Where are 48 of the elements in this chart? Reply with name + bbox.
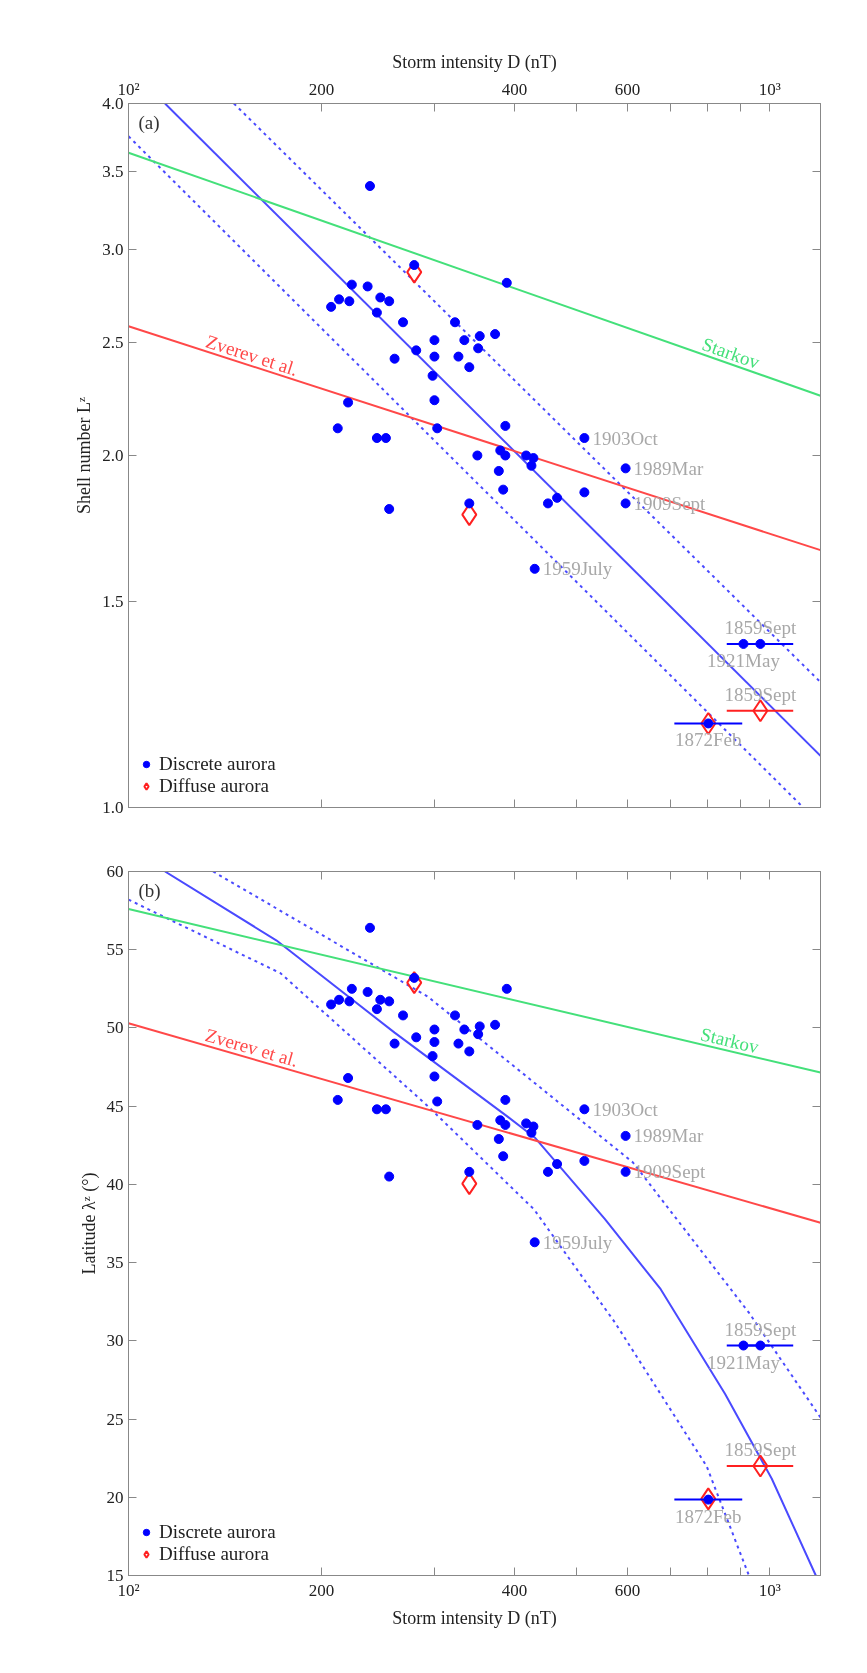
chart-title: (b) [138,879,161,902]
y-tick-label: 30 [106,1331,124,1351]
x-tick-label: 400 [501,1580,528,1600]
annotation: 1859Sept [724,1318,797,1340]
annotation: Zverev et al. [202,1024,301,1071]
x-tick-label: 200 [308,1580,335,1600]
annotation: 1859Sept [724,616,797,638]
legend-label: Diffuse aurora [159,775,269,797]
x-tick-label: 600 [614,1580,641,1600]
y-tick-label: 35 [106,1253,124,1273]
annotation: 1921May [707,1351,781,1373]
x-tick-label: 10³ [758,1580,781,1600]
annotation: Zverev et al. [203,330,301,380]
y-tick-label: 45 [106,1096,124,1116]
y-axis-title: Shell number Lᶻ [74,396,95,514]
y-tick-label: 2.0 [102,446,124,465]
y-tick-label: 3.5 [102,161,124,181]
x-axis-title: Storm intensity D (nT) [392,1607,557,1629]
y-tick-label: 55 [106,940,124,960]
x-tick-label: 400 [501,79,528,99]
chart-title: (a) [138,111,160,134]
y-tick-label: 50 [106,1018,124,1038]
x-tick-label: 10³ [758,79,781,99]
legend-label: Discrete aurora [159,1521,276,1543]
annotation: 1959July [542,558,613,580]
annotation: 1872Feb [675,729,742,751]
annotation: 1903Oct [592,1098,659,1120]
annotation: Starkov [698,1023,762,1058]
legend-label: Diffuse aurora [159,1543,269,1565]
y-tick-label: 60 [106,862,124,881]
annotation: 1989Mar [633,457,704,479]
annotation: 1989Mar [633,1125,704,1147]
y-tick-label: 40 [106,1174,124,1194]
x-axis-title: Storm intensity D (nT) [392,51,557,73]
y-tick-label: 1.5 [102,592,124,612]
annotation: Starkov [699,333,763,373]
y-axis-title: Latitude λᶻ (°) [78,1172,100,1275]
y-tick-label: 1.0 [102,798,124,817]
annotation: 1872Feb [675,1505,742,1527]
y-tick-label: 25 [106,1409,124,1429]
x-tick-label: 600 [614,79,641,99]
legend-label: Discrete aurora [159,753,276,775]
y-tick-label: 20 [106,1487,124,1507]
annotation: 1903Oct [592,427,659,449]
y-tick-label: 3.0 [102,240,124,260]
y-tick-label: 2.5 [102,332,124,352]
x-tick-label: 200 [308,79,335,99]
annotation: 1959July [542,1231,613,1253]
